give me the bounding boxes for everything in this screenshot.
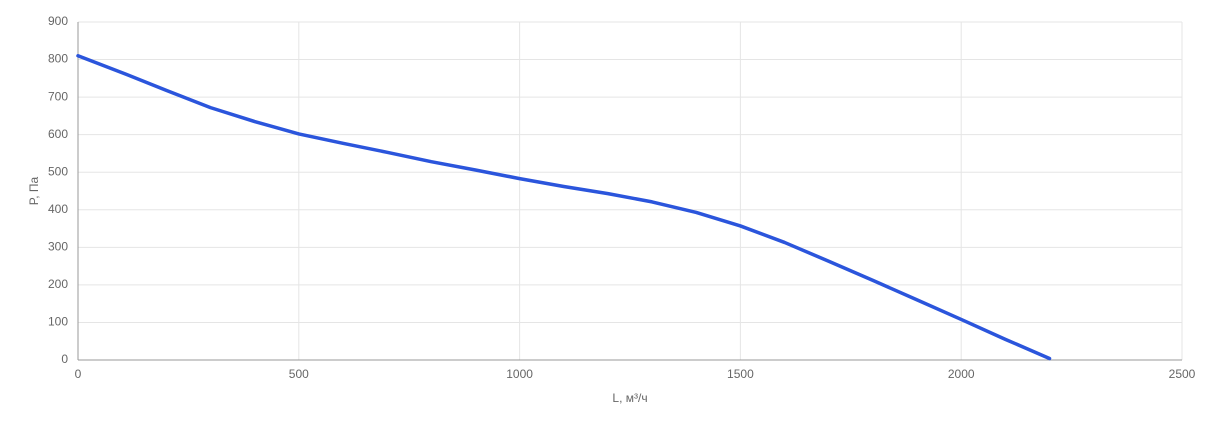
y-tick-label: 900 <box>48 14 68 28</box>
x-tick-label: 0 <box>75 367 82 381</box>
y-tick-label: 400 <box>48 202 68 216</box>
y-tick-label: 300 <box>48 240 68 254</box>
y-tick-label: 200 <box>48 277 68 291</box>
x-tick-label: 2500 <box>1169 367 1196 381</box>
y-tick-label: 600 <box>48 127 68 141</box>
x-tick-label: 500 <box>289 367 309 381</box>
x-tick-label: 1000 <box>506 367 533 381</box>
y-axis-label: P, Па <box>27 176 41 205</box>
x-tick-label: 1500 <box>727 367 754 381</box>
y-tick-label: 100 <box>48 315 68 329</box>
y-tick-label: 0 <box>61 352 68 366</box>
y-tick-label: 700 <box>48 89 68 103</box>
x-axis-label: L, м³/ч <box>612 391 647 405</box>
y-tick-label: 800 <box>48 52 68 66</box>
data-line <box>76 54 1052 361</box>
x-tick-label: 2000 <box>948 367 975 381</box>
y-tick-label: 500 <box>48 164 68 178</box>
